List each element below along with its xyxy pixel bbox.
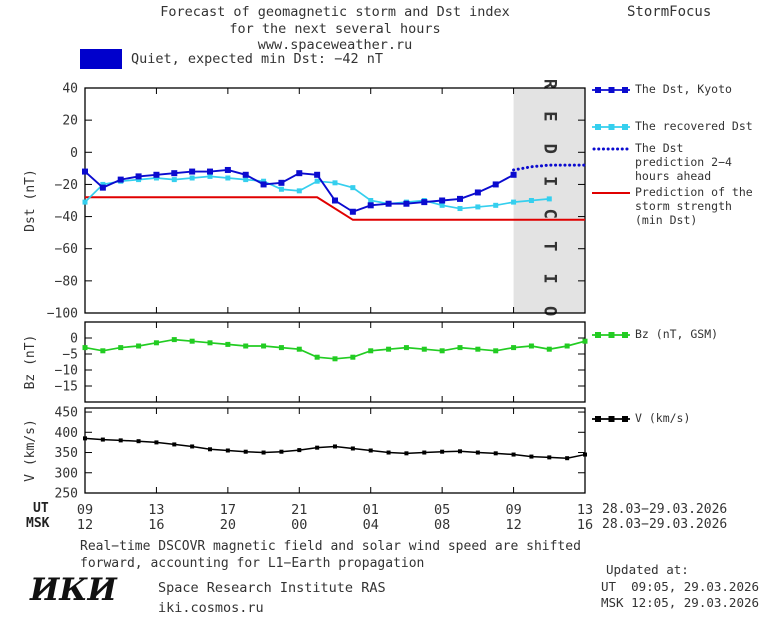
svg-text:Dst (nT): Dst (nT) xyxy=(23,169,38,232)
legend-label-v: V (km/s) xyxy=(635,411,691,425)
svg-text:250: 250 xyxy=(55,487,78,502)
updated-ut: UT 09:05, 29.03.2026 xyxy=(601,579,760,594)
svg-text:17: 17 xyxy=(220,502,236,518)
svg-text:20: 20 xyxy=(62,114,78,129)
svg-text:−60: −60 xyxy=(55,242,78,257)
svg-text:−20: −20 xyxy=(55,178,78,193)
svg-text:−15: −15 xyxy=(55,380,78,395)
legend-label-dst-kyoto: The Dst, Kyoto xyxy=(635,82,732,96)
footnote-line1: Real−time DSCOVR magnetic field and sola… xyxy=(80,539,581,554)
svg-text:−10: −10 xyxy=(55,364,78,379)
svg-text:04: 04 xyxy=(363,517,379,533)
v-swatch-icon xyxy=(592,416,630,422)
legend-item-dst-prediction: The Dst prediction 2−4 hours ahead xyxy=(592,141,758,183)
legend-item-dst-kyoto: The Dst, Kyoto xyxy=(592,82,758,96)
svg-text:00: 00 xyxy=(291,517,307,533)
title-url: www.spaceweather.ru xyxy=(257,37,413,53)
legend-label-dst-prediction: The Dst prediction 2−4 hours ahead xyxy=(635,141,732,183)
brand-stormfocus: StormFocus xyxy=(627,4,712,20)
page-title: Forecast of geomagnetic storm and Dst in… xyxy=(85,4,585,54)
quiet-status-swatch xyxy=(80,49,122,69)
ut-axis-label: UT xyxy=(33,501,49,516)
svg-text:05: 05 xyxy=(434,502,450,518)
svg-text:−5: −5 xyxy=(62,348,78,363)
svg-text:16: 16 xyxy=(148,517,164,533)
iki-logo: ИКИ xyxy=(30,572,117,608)
legend-label-storm-strength: Prediction of the storm strength (min Ds… xyxy=(635,185,753,227)
dst-chart: P R E D I C T I O N40200−20−40−60−80−100… xyxy=(23,80,587,321)
svg-text:300: 300 xyxy=(55,466,78,481)
updated-at-label: Updated at: xyxy=(606,562,689,577)
bz-swatch-icon xyxy=(592,332,630,338)
svg-text:40: 40 xyxy=(62,82,78,97)
svg-text:09: 09 xyxy=(505,502,521,518)
svg-text:−40: −40 xyxy=(55,210,78,225)
legend-label-bz: Bz (nT, GSM) xyxy=(635,327,719,341)
dst-prediction-swatch-icon xyxy=(592,147,630,151)
institute-name: Space Research Institute RAS xyxy=(158,580,386,596)
footnote-line2: forward, accounting for L1−Earth propaga… xyxy=(80,556,425,571)
svg-text:01: 01 xyxy=(363,502,379,518)
svg-text:400: 400 xyxy=(55,426,78,441)
svg-text:13: 13 xyxy=(577,502,593,518)
title-line1: Forecast of geomagnetic storm and Dst in… xyxy=(160,4,510,20)
svg-text:Bz (nT): Bz (nT) xyxy=(23,335,38,390)
bz-chart: 0−5−10−15 Bz (nT) xyxy=(23,321,588,403)
svg-text:0: 0 xyxy=(70,146,78,161)
legend-item-storm-strength: Prediction of the storm strength (min Ds… xyxy=(592,185,758,227)
svg-text:13: 13 xyxy=(148,502,164,518)
storm-strength-swatch-icon xyxy=(592,192,630,194)
svg-text:−100: −100 xyxy=(47,307,78,321)
legend-item-recovered-dst: The recovered Dst xyxy=(592,119,758,133)
legend-label-recovered-dst: The recovered Dst xyxy=(635,119,753,133)
ut-date-range: 28.03−29.03.2026 xyxy=(602,502,728,517)
status-banner: Quiet, expected min Dst: −42 nT xyxy=(80,49,383,69)
svg-text:21: 21 xyxy=(291,502,307,518)
svg-text:450: 450 xyxy=(55,406,78,421)
svg-text:V (km/s): V (km/s) xyxy=(23,419,38,482)
institute-site: iki.cosmos.ru xyxy=(158,600,264,616)
svg-text:12: 12 xyxy=(77,517,93,533)
svg-text:0: 0 xyxy=(70,332,78,347)
updated-msk: MSK 12:05, 29.03.2026 xyxy=(601,595,760,610)
dst-kyoto-swatch-icon xyxy=(592,87,630,93)
svg-text:08: 08 xyxy=(434,517,450,533)
svg-text:20: 20 xyxy=(220,517,236,533)
legend-item-bz: Bz (nT, GSM) xyxy=(592,327,758,341)
svg-text:12: 12 xyxy=(505,517,521,533)
svg-text:16: 16 xyxy=(577,517,593,533)
msk-date-range: 28.03−29.03.2026 xyxy=(602,517,728,532)
svg-text:09: 09 xyxy=(77,502,93,518)
recovered-dst-swatch-icon xyxy=(592,124,630,130)
svg-text:−80: −80 xyxy=(55,274,78,289)
quiet-status-label: Quiet, expected min Dst: −42 nT xyxy=(131,51,383,67)
title-line2: for the next several hours xyxy=(229,20,441,37)
legend-item-v: V (km/s) xyxy=(592,411,758,425)
svg-text:350: 350 xyxy=(55,446,78,461)
msk-axis-label: MSK xyxy=(26,516,50,531)
